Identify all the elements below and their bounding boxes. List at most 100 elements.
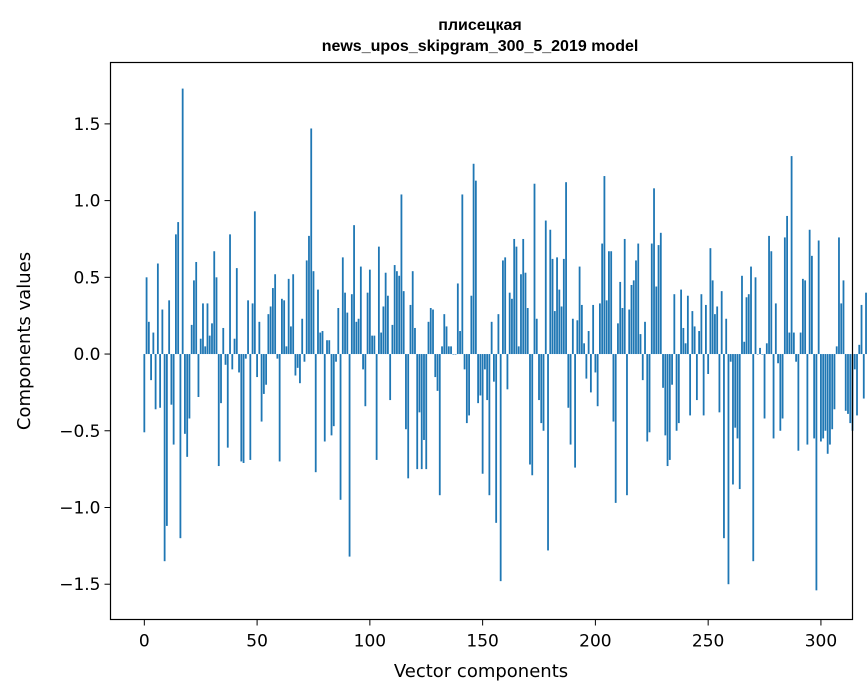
bar-298 xyxy=(815,354,818,591)
bar-28 xyxy=(206,303,209,355)
bar-138 xyxy=(454,354,457,355)
bar-267 xyxy=(745,297,748,355)
bar-38 xyxy=(229,234,231,355)
bar-309 xyxy=(840,303,843,355)
y-tick-label: −1.5 xyxy=(59,575,100,595)
bar-27 xyxy=(204,346,207,355)
bar-185 xyxy=(560,306,563,355)
y-tick-label: −1.0 xyxy=(59,498,100,518)
bar-8 xyxy=(161,309,164,355)
bar-248 xyxy=(702,354,705,416)
bar-118 xyxy=(409,304,412,355)
bar-239 xyxy=(682,327,685,355)
bar-178 xyxy=(544,220,547,355)
plot-frame xyxy=(109,61,854,621)
bar-206 xyxy=(608,251,610,355)
bar-74 xyxy=(310,128,313,355)
bar-10 xyxy=(165,354,168,526)
y-tick-label: 1.0 xyxy=(73,192,100,212)
bar-62 xyxy=(283,300,286,355)
bar-228 xyxy=(657,245,660,355)
bar-253 xyxy=(714,314,716,355)
bar-230 xyxy=(662,354,664,388)
bar-173 xyxy=(533,183,536,355)
bar-201 xyxy=(596,354,599,407)
bar-21 xyxy=(190,324,193,355)
bar-271 xyxy=(754,277,757,355)
bar-95 xyxy=(357,318,360,355)
bar-245 xyxy=(695,354,698,401)
y-tick-label: −0.5 xyxy=(59,422,100,442)
y-tick-label: 0.0 xyxy=(73,345,100,365)
bar-82 xyxy=(328,340,331,355)
bar-117 xyxy=(407,354,410,479)
bar-7 xyxy=(159,354,162,408)
bar-64 xyxy=(287,278,290,355)
bar-212 xyxy=(621,308,624,355)
bar-23 xyxy=(195,261,198,355)
bar-277 xyxy=(768,235,770,355)
bar-169 xyxy=(524,272,527,355)
bar-255 xyxy=(718,354,721,413)
bar-265 xyxy=(741,275,743,355)
bar-52 xyxy=(260,354,263,422)
bar-114 xyxy=(400,194,403,355)
bar-121 xyxy=(416,354,419,470)
bar-207 xyxy=(610,251,613,355)
bar-153 xyxy=(488,354,491,496)
bar-317 xyxy=(858,344,861,355)
bar-281 xyxy=(777,354,779,364)
bar-22 xyxy=(193,280,195,355)
bar-54 xyxy=(265,354,268,385)
bar-143 xyxy=(465,354,468,424)
bar-318 xyxy=(860,304,863,355)
bar-213 xyxy=(623,238,626,355)
bar-209 xyxy=(614,354,617,503)
bar-211 xyxy=(619,281,622,355)
bar-146 xyxy=(472,163,475,355)
bar-300 xyxy=(820,354,822,442)
bar-183 xyxy=(556,257,558,355)
bar-262 xyxy=(734,354,737,428)
bar-217 xyxy=(632,280,635,355)
bar-311 xyxy=(844,354,847,411)
bar-299 xyxy=(817,240,820,355)
x-tick-label: 250 xyxy=(692,632,724,652)
bar-32 xyxy=(215,277,218,355)
bar-87 xyxy=(339,354,342,500)
bar-124 xyxy=(423,354,425,440)
bar-2 xyxy=(147,321,150,355)
bar-235 xyxy=(673,294,676,355)
bar-36 xyxy=(224,354,227,365)
bar-65 xyxy=(290,326,292,355)
bar-49 xyxy=(253,211,256,355)
bar-110 xyxy=(391,324,394,355)
bar-257 xyxy=(723,354,725,539)
bar-158 xyxy=(499,354,502,582)
bar-136 xyxy=(450,346,452,355)
y-axis-ticks: −1.5 −1.0 −0.5 0.0 0.5 1.0 1.5 xyxy=(59,115,111,595)
bar-160 xyxy=(504,257,507,355)
bar-180 xyxy=(549,229,552,355)
bar-259 xyxy=(727,354,730,585)
bar-43 xyxy=(240,354,243,462)
bar-29 xyxy=(208,335,211,355)
bar-75 xyxy=(312,271,315,355)
bar-237 xyxy=(677,354,680,424)
bar-172 xyxy=(531,354,534,476)
x-axis-ticks: 0 50 100 150 200 250 300 xyxy=(139,619,837,652)
bar-285 xyxy=(786,215,788,355)
bar-275 xyxy=(763,354,766,419)
bar-144 xyxy=(468,354,470,416)
bar-80 xyxy=(323,354,326,442)
x-tick-label: 100 xyxy=(354,632,386,652)
bar-112 xyxy=(396,271,398,355)
bar-234 xyxy=(671,354,673,385)
bar-242 xyxy=(689,354,692,416)
bar-111 xyxy=(393,265,396,355)
bar-71 xyxy=(303,354,306,362)
bar-67 xyxy=(294,354,297,376)
bar-149 xyxy=(479,354,482,396)
bar-70 xyxy=(301,318,304,355)
